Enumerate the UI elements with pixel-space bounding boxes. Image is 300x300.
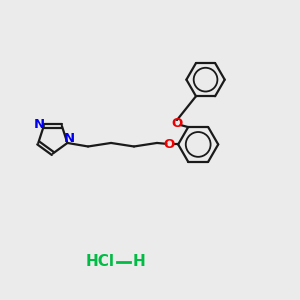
Text: O: O: [171, 117, 183, 130]
Text: HCl: HCl: [86, 254, 115, 269]
Text: N: N: [63, 132, 74, 145]
Text: O: O: [164, 138, 175, 151]
Text: N: N: [34, 118, 45, 131]
Text: H: H: [133, 254, 146, 269]
